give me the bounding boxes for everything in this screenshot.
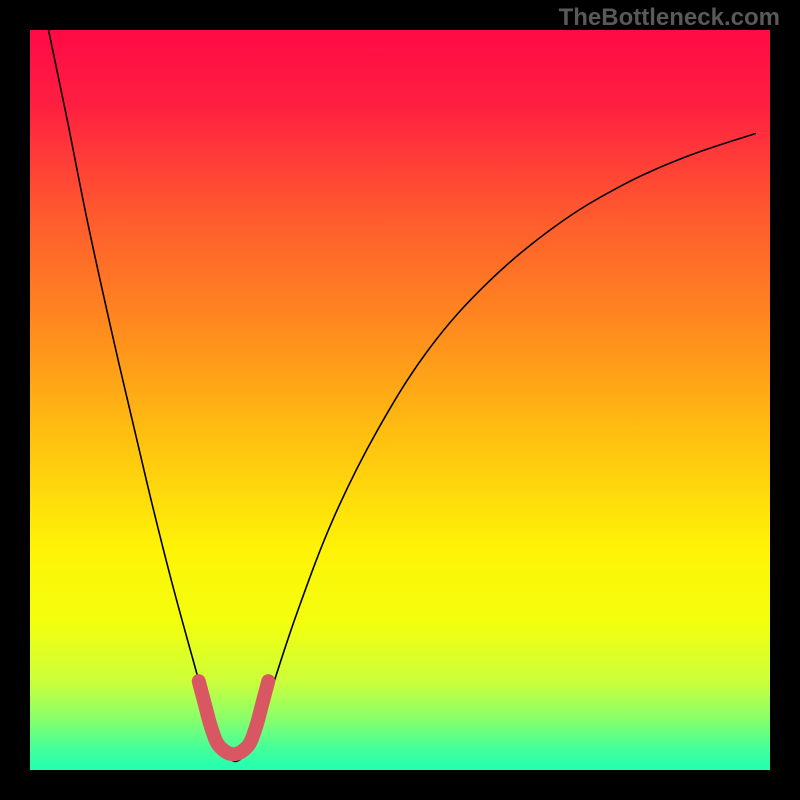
bottleneck-chart: [0, 0, 800, 800]
chart-background-gradient: [30, 30, 770, 770]
chart-container: TheBottleneck.com: [0, 0, 800, 800]
watermark-text: TheBottleneck.com: [559, 4, 780, 32]
